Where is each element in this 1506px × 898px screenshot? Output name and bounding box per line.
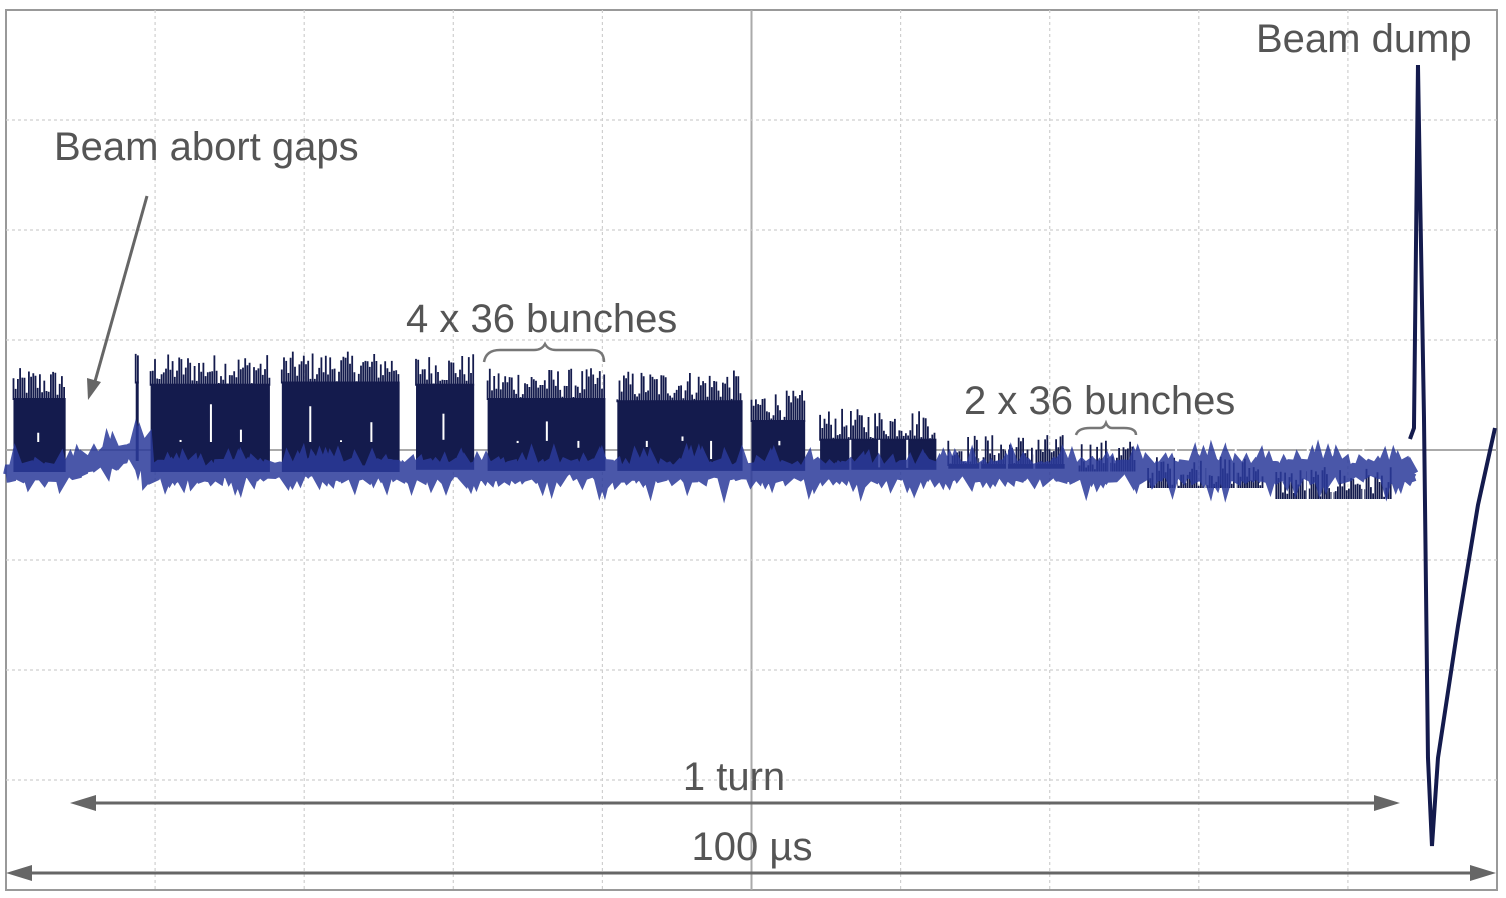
duration-arrow	[6, 865, 1496, 881]
bunch-train-fill	[135, 381, 139, 461]
bunches-2x36-label: 2 x 36 bunches	[964, 379, 1235, 423]
brace-4x36	[482, 341, 606, 363]
signal-baseline	[3, 418, 1419, 504]
bunch-spikes	[12, 368, 65, 400]
signal-trace	[3, 64, 1497, 847]
bunch-spikes	[486, 368, 606, 400]
beam-dump-spike	[1408, 64, 1497, 847]
one-turn-arrow	[70, 795, 1400, 811]
bunch-spikes	[750, 390, 806, 422]
beam-abort-arrow	[92, 195, 149, 386]
beam-abort-gaps-label: Beam abort gaps	[54, 125, 359, 169]
bunch-group	[12, 368, 66, 472]
bunch-group	[486, 368, 606, 471]
bunch-spikes	[616, 370, 742, 403]
bunch-spikes	[280, 351, 400, 384]
bunches-4x36-label: 4 x 36 bunches	[406, 297, 677, 341]
bunch-spikes	[819, 408, 936, 441]
one-turn-label: 1 turn	[683, 755, 785, 799]
brace-2x36	[1074, 419, 1138, 436]
duration-label: 100 µs	[692, 825, 813, 869]
beam-abort-arrowhead	[87, 378, 101, 400]
bunch-spikes	[149, 354, 271, 386]
bunch-spikes	[134, 353, 139, 384]
beam-dump-label: Beam dump	[1256, 17, 1472, 61]
bunch-group	[134, 353, 139, 461]
bunch-spikes	[415, 354, 475, 386]
